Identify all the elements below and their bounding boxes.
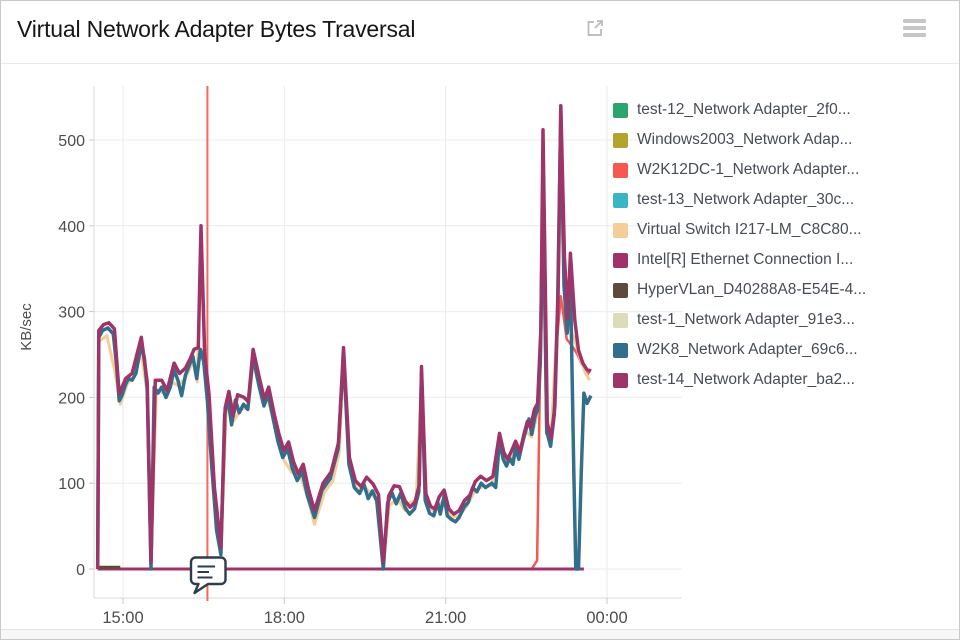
legend-label: test-12_Network Adapter_2f0... [637,101,851,118]
y-tick-label: 100 [58,476,85,493]
legend-item-virtual-switch[interactable]: Virtual Switch I217-LM_C8C80... [603,215,959,245]
menu-bar [903,26,926,30]
legend-label: test-14_Network Adapter_ba2... [637,371,855,388]
legend-swatch-icon [613,252,628,268]
comment-bubble-icon[interactable] [189,556,227,595]
header-divider [1,63,959,64]
y-tick-label: 400 [58,219,85,236]
y-tick-label: 0 [76,562,85,579]
y-tick-label: 200 [58,390,85,407]
y-tick-label: 300 [58,305,85,322]
menu-bar [903,33,926,37]
legend-item-windows2003[interactable]: Windows2003_Network Adap... [603,125,959,155]
legend-swatch-icon [613,192,628,208]
legend-swatch-icon [613,222,628,238]
legend-label: Windows2003_Network Adap... [637,131,853,148]
legend-label: W2K12DC-1_Network Adapter... [637,161,860,178]
y-axis-title: KB/sec [18,303,35,351]
legend-item-test-1[interactable]: test-1_Network Adapter_91e3... [603,305,959,335]
axis-ticks [89,139,608,604]
widget-header: Virtual Network Adapter Bytes Traversal [1,1,959,63]
menu-icon[interactable] [903,19,926,39]
legend-item-test-14[interactable]: test-14_Network Adapter_ba2... [603,365,959,395]
legend-swatch-icon [613,342,628,358]
series-line-w2k8 [95,110,593,571]
legend-swatch-icon [613,372,628,388]
legend-label: test-1_Network Adapter_91e3... [637,311,855,328]
legend-label: Virtual Switch I217-LM_C8C80... [637,221,862,238]
menu-bar [903,19,926,23]
x-tick-label: 15:00 [102,609,143,627]
legend-swatch-icon [613,132,628,148]
legend-swatch-icon [613,162,628,178]
legend-label: test-13_Network Adapter_30c... [637,191,855,208]
page-title: Virtual Network Adapter Bytes Traversal [17,16,416,42]
series-layer [95,103,593,571]
legend-item-intel-ethernet[interactable]: Intel[R] Ethernet Connection I... [603,245,959,275]
gridlines [94,86,682,598]
legend-item-test-13[interactable]: test-13_Network Adapter_30c... [603,185,959,215]
legend-item-test-12[interactable]: test-12_Network Adapter_2f0... [603,95,959,125]
legend-item-w2k12dc-1[interactable]: W2K12DC-1_Network Adapter... [603,155,959,185]
legend-item-hypervlan[interactable]: HyperVLan_D40288A8-E54E-4... [603,275,959,305]
legend-label: Intel[R] Ethernet Connection I... [637,251,854,268]
footer-strip [1,629,959,639]
series-line-test-14 [95,103,592,570]
legend: test-12_Network Adapter_2f0... Windows200… [603,95,959,395]
legend-label: HyperVLan_D40288A8-E54E-4... [637,281,867,298]
legend-swatch-icon [613,102,628,118]
export-icon[interactable] [585,18,605,38]
legend-swatch-icon [613,312,628,328]
legend-item-w2k8[interactable]: W2K8_Network Adapter_69c6... [603,335,959,365]
y-tick-label: 500 [58,133,85,150]
legend-swatch-icon [613,282,628,298]
x-tick-label: 21:00 [425,609,466,627]
legend-label: W2K8_Network Adapter_69c6... [637,341,858,358]
x-tick-label: 00:00 [586,609,627,627]
x-tick-label: 18:00 [264,609,305,627]
tick-labels: 0 100 200 300 400 500 15:00 18:00 21:00 00:00 [58,133,627,627]
